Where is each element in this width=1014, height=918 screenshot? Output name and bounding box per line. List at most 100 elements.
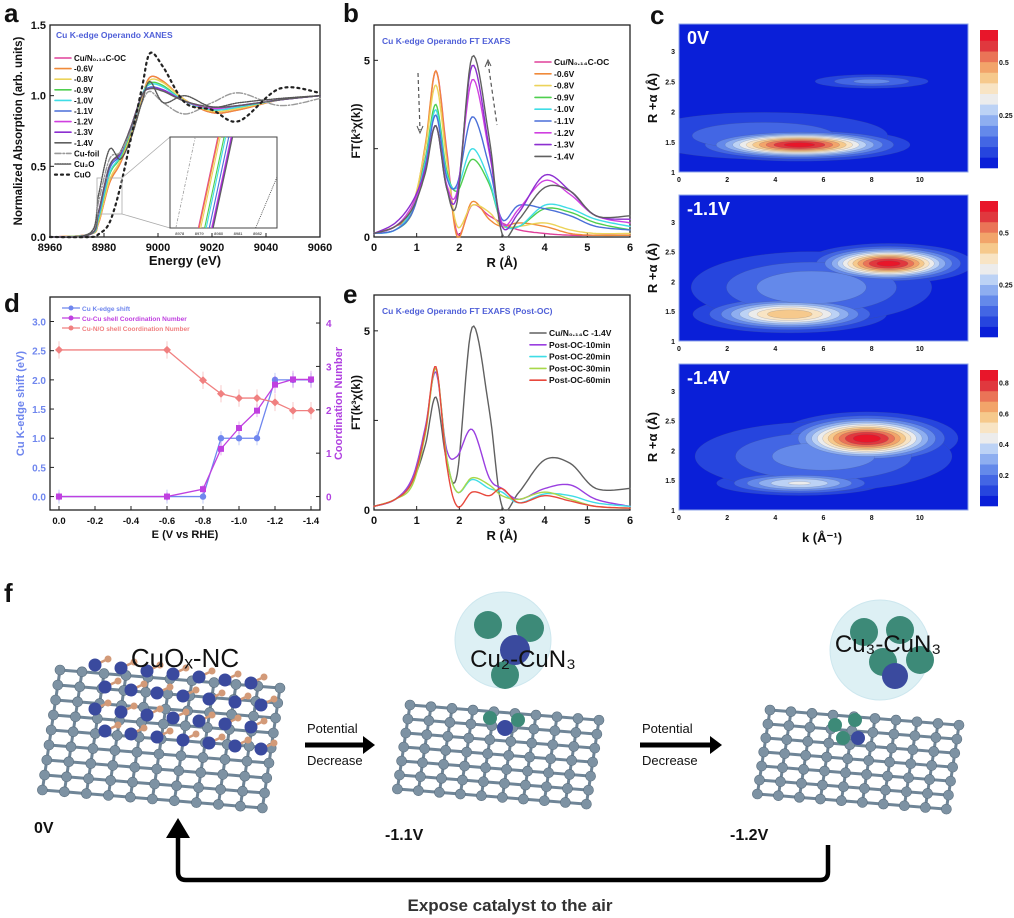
copper-atom — [218, 673, 232, 687]
copper-atom — [98, 680, 112, 694]
carbon-atom — [446, 703, 458, 714]
carbon-atom — [442, 731, 454, 742]
carbon-atom — [568, 741, 580, 752]
carbon-atom — [208, 677, 220, 688]
legend-label: -0.8V — [74, 75, 94, 84]
inset-series-line — [198, 136, 220, 229]
inset-series-line — [212, 136, 234, 229]
structure-name: Cu₂-CuN₃ — [470, 646, 576, 673]
carbon-atom — [421, 729, 433, 740]
copper-atom — [176, 689, 190, 703]
carbon-atom — [419, 743, 431, 754]
legend-label: Cu₂O — [74, 160, 94, 169]
carbon-atom — [83, 773, 94, 784]
x-tick-label: 6 — [822, 346, 826, 353]
carbon-atom — [545, 753, 557, 765]
colorbar-cell — [980, 380, 998, 392]
panel-letter-e: e — [343, 279, 357, 309]
carbon-atom — [760, 732, 772, 744]
y-tick-label: 0 — [326, 493, 332, 504]
colorbar-cell — [980, 83, 998, 94]
contour-level — [783, 142, 815, 148]
colorbar-tick-label: 0.25 — [999, 283, 1013, 290]
carbon-atom — [478, 776, 489, 788]
x-tick-label: 8 — [870, 515, 874, 522]
oxygen-atom — [156, 661, 164, 669]
data-point — [254, 407, 260, 414]
y-axis-label-right: Coordination Number — [333, 346, 345, 460]
y-axis-label: R +α (Å) — [645, 243, 660, 293]
oxygen-atom — [140, 724, 148, 732]
x-tick-label: 4 — [542, 515, 549, 527]
y-tick-label: 1.0 — [31, 91, 46, 103]
carbon-atom — [440, 745, 452, 756]
carbon-atom — [802, 736, 814, 747]
carbon-atom — [261, 772, 273, 784]
inset-series-line — [204, 136, 225, 229]
x-tick-label: -0.2 — [87, 516, 103, 527]
data-point — [235, 435, 243, 442]
colorbar-tick-label: 0.2 — [999, 473, 1009, 480]
carbon-atom — [402, 713, 414, 725]
carbon-atom — [547, 739, 559, 751]
oxygen-atom — [104, 699, 112, 707]
carbon-atom — [836, 795, 847, 807]
y-tick-label: 5 — [364, 326, 370, 338]
y-tick-label: 0.0 — [31, 232, 46, 244]
carbon-atom — [501, 764, 512, 775]
y-tick-label: 2.5 — [665, 250, 675, 257]
carbon-atom — [480, 762, 491, 774]
carbon-atom — [953, 719, 965, 731]
arrow-label: Potential — [307, 721, 358, 736]
carbon-atom — [503, 750, 515, 761]
y-tick-label: 1.5 — [665, 140, 675, 147]
x-tick-label: 10 — [916, 346, 924, 353]
carbon-atom — [526, 737, 538, 749]
x-tick-label: 6 — [822, 515, 826, 522]
colorbar-cell — [980, 136, 998, 148]
x-tick-label: -1.2 — [267, 516, 283, 527]
data-point — [253, 394, 261, 403]
oxygen-atom — [234, 670, 242, 678]
legend-label: -1.3V — [554, 140, 575, 150]
cu-cluster-atom — [511, 713, 525, 727]
copper-center-atom — [882, 663, 908, 689]
copper-atom — [218, 717, 232, 731]
copper-atom — [150, 730, 164, 744]
heatmap-0: 0V 0 2 4 6 8 10 1 1.5 2 2.5 3 R +α (Å) 0.25 0.5 — [645, 23, 1013, 184]
carbon-atom — [111, 730, 123, 741]
carbon-atom — [530, 709, 542, 721]
x-tick-label: 10 — [916, 515, 924, 522]
series-line-2 — [373, 84, 631, 235]
carbon-atom — [436, 773, 447, 784]
colorbar-tick-label: 0.5 — [999, 60, 1009, 67]
inset-series-line — [208, 136, 230, 229]
copper-atom — [140, 708, 154, 722]
legend-label: -0.6V — [74, 65, 94, 74]
carbon-atom — [455, 788, 466, 800]
carbon-atom — [806, 708, 818, 719]
carbon-atom — [861, 769, 872, 780]
oxygen-atom — [114, 721, 122, 729]
panel-a-xanes: 8960 8980 9000 9020 9040 9060 0.0 0.5 1.0 1.5 Ener… — [13, 20, 332, 268]
carbon-atom — [67, 726, 79, 738]
x-tick-label: 4 — [773, 515, 777, 522]
legend-label: CuO — [74, 171, 91, 180]
carbon-atom — [758, 746, 770, 758]
legend-label: -1.3V — [74, 128, 94, 137]
legend-label: -1.0V — [554, 104, 575, 114]
cu-cluster-atom — [828, 718, 842, 732]
carbon-atom — [404, 699, 416, 711]
inset-tick-label: 8979 — [195, 231, 205, 236]
carbon-atom — [81, 788, 92, 799]
carbon-atom — [191, 797, 202, 808]
series-line-5 — [373, 114, 631, 235]
copper-atom — [202, 692, 216, 706]
copper-atom — [228, 695, 242, 709]
heatmap-area — [679, 364, 968, 510]
carbon-atom — [572, 713, 584, 724]
carbon-atom — [798, 764, 809, 775]
colorbar-cell — [980, 401, 998, 413]
carbon-atom — [566, 755, 578, 766]
colorbar-cell — [980, 114, 998, 126]
